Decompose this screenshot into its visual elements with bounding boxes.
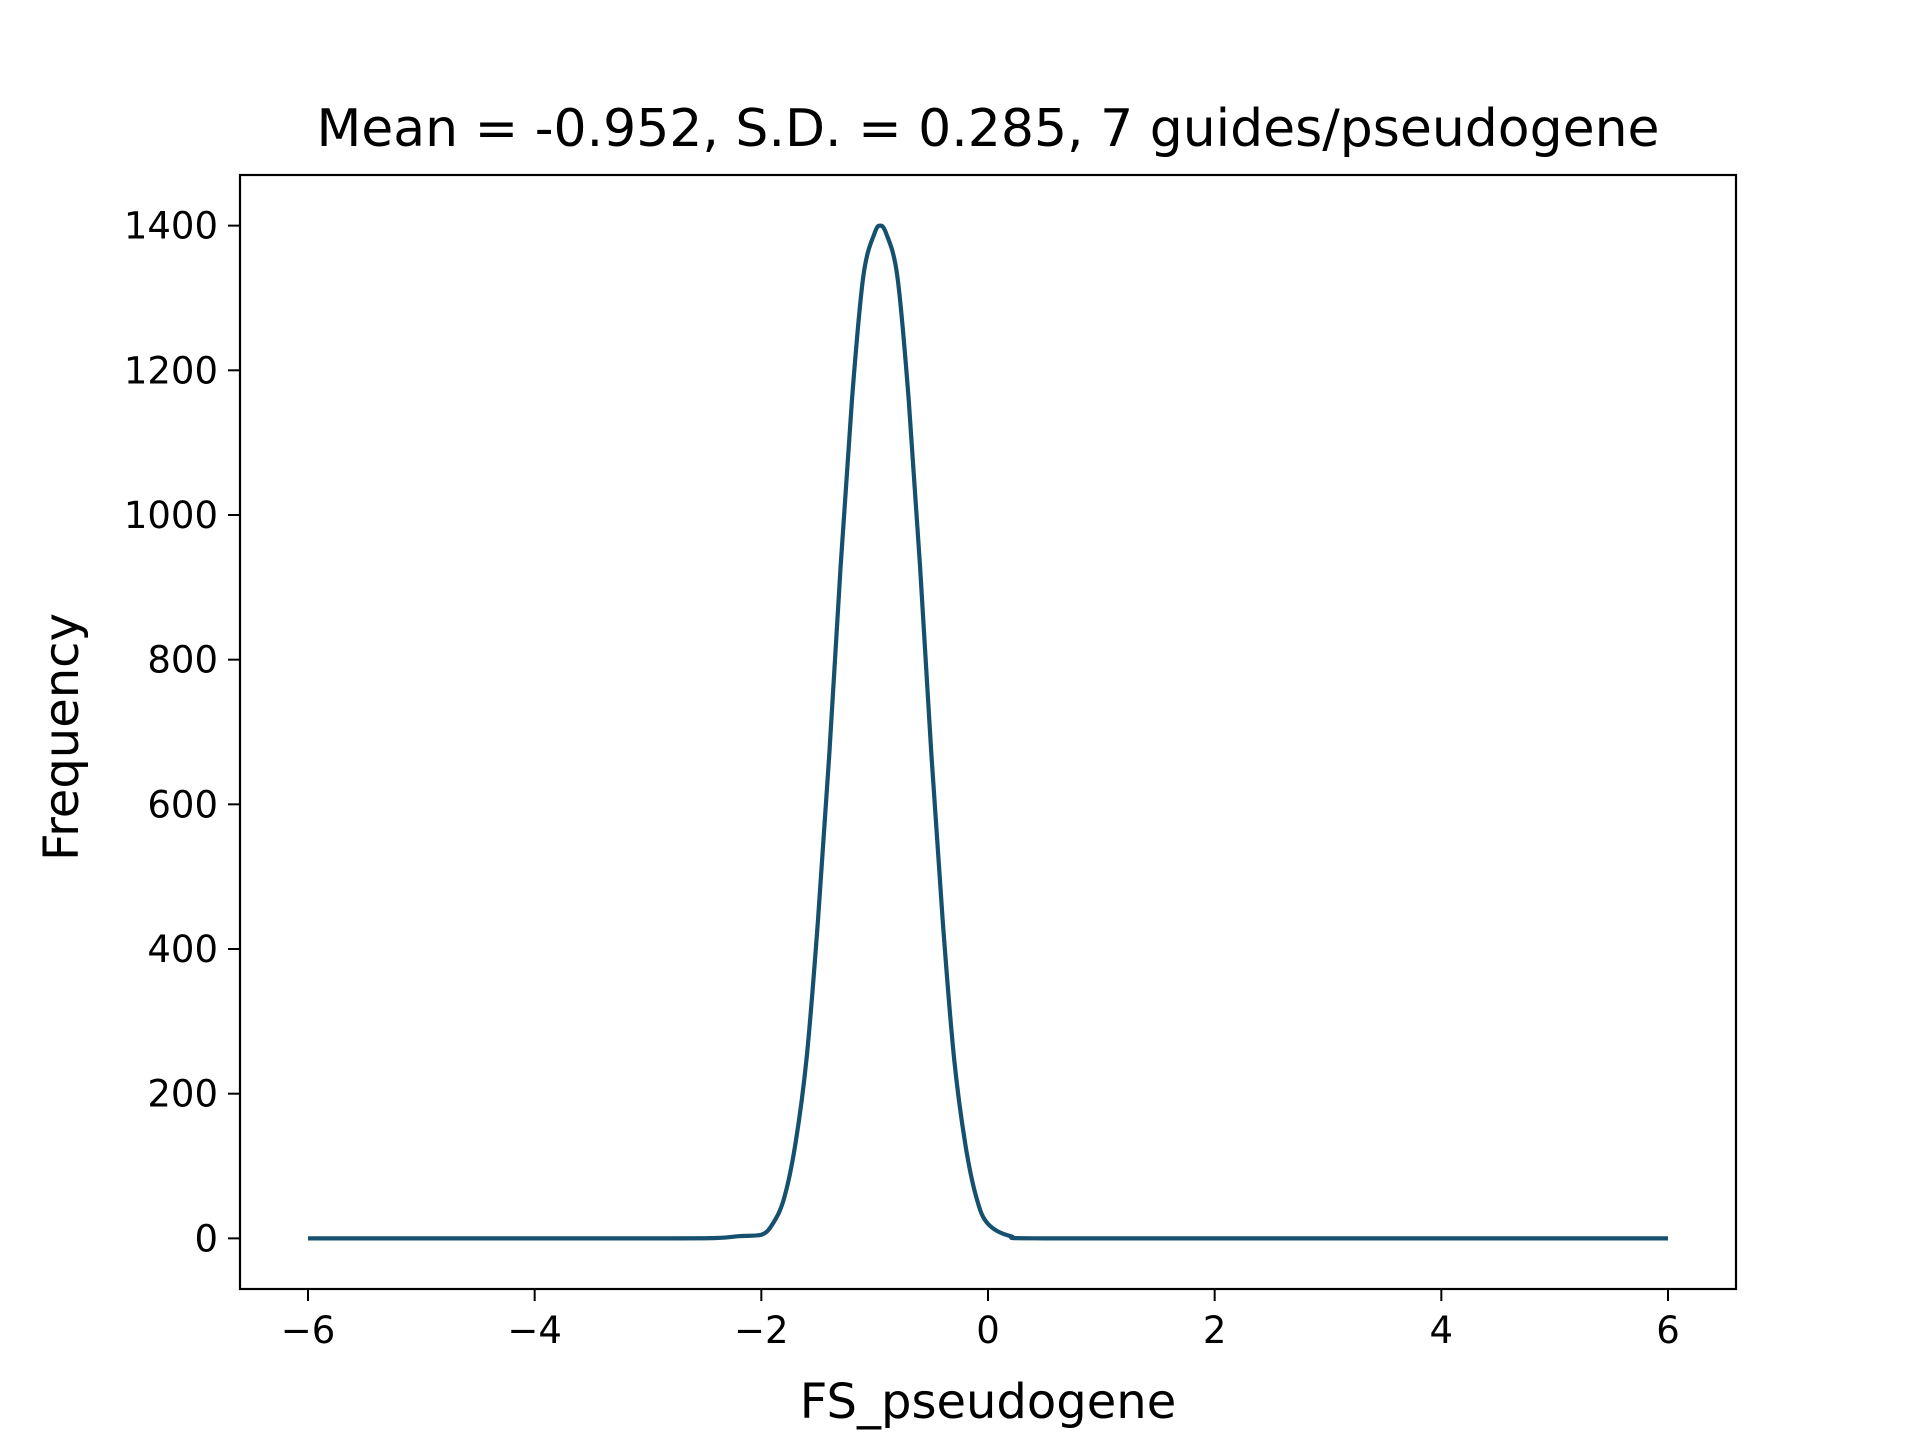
- x-tick-label: −2: [734, 1309, 789, 1352]
- y-tick-label: 1400: [124, 205, 218, 248]
- y-tick-label: 800: [147, 639, 218, 682]
- y-tick-label: 400: [147, 928, 218, 971]
- x-tick-label: 2: [1203, 1309, 1227, 1352]
- y-axis-title: Frequency: [34, 613, 90, 861]
- y-axis: 0 200 400 600 800 1000 1200 1400: [124, 205, 240, 1260]
- x-tick-label: 4: [1430, 1309, 1454, 1352]
- plot-frame: [238, 173, 1738, 1291]
- y-tick-label: 600: [147, 783, 218, 826]
- y-tick-label: 1200: [124, 349, 218, 392]
- x-tick-label: −4: [507, 1309, 562, 1352]
- y-tick-label: 200: [147, 1073, 218, 1116]
- x-tick-label: −6: [281, 1309, 336, 1352]
- x-axis-title: FS_pseudogene: [800, 1374, 1176, 1430]
- y-tick-label: 1000: [124, 494, 218, 537]
- x-axis: −6 −4 −2 0 2 4 6: [281, 1289, 1680, 1352]
- x-tick-label: 0: [976, 1309, 1000, 1352]
- chart-title: Mean = -0.952, S.D. = 0.285, 7 guides/ps…: [316, 99, 1659, 159]
- x-tick-label: 6: [1656, 1309, 1680, 1352]
- series-line: [308, 223, 1668, 1241]
- y-tick-label: 0: [194, 1217, 218, 1260]
